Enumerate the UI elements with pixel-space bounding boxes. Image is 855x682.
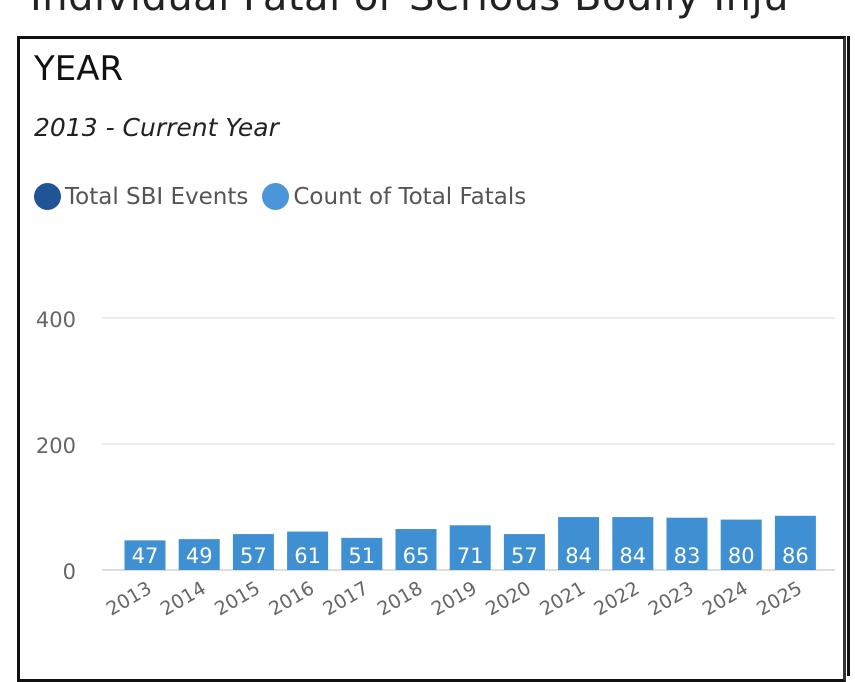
bar: [558, 517, 600, 570]
x-tick-label: 2014: [157, 577, 210, 620]
bar: [720, 519, 762, 570]
legend-item-count-of-total-fatals[interactable]: Count of Total Fatals: [262, 183, 526, 210]
legend-marker-icon: [262, 183, 290, 210]
data-label: 47: [132, 544, 159, 568]
data-label: 71: [457, 544, 484, 568]
data-label: 80: [728, 544, 755, 568]
x-tick-label: 2020: [482, 577, 535, 620]
x-tick-label: 2021: [536, 577, 589, 620]
data-label: 57: [511, 544, 538, 568]
bar: [341, 537, 383, 570]
x-tick-label: 2018: [374, 577, 427, 620]
bar: [503, 534, 545, 570]
data-label: 49: [186, 544, 213, 568]
x-tick-label: 2013: [103, 577, 156, 620]
adjacent-panel-edge: [847, 36, 855, 676]
bar: [395, 529, 437, 570]
x-tick-label: 2023: [645, 577, 698, 620]
data-label: 57: [240, 544, 267, 568]
data-label: 86: [782, 544, 809, 568]
bar: [124, 540, 166, 570]
bar-chart: 0 200 400 47 2013 49 2014 57 2015 61 2016 51 2017 65 2…: [36, 308, 835, 621]
y-tick-label: 200: [36, 434, 76, 458]
legend-label: Total SBI Events: [65, 183, 249, 210]
legend-label: Count of Total Fatals: [293, 183, 527, 210]
data-label: 65: [403, 544, 430, 568]
y-tick-label: 400: [36, 308, 76, 332]
bar: [774, 515, 816, 570]
x-tick-label: 2016: [265, 577, 318, 620]
bar: [612, 517, 654, 570]
x-tick-label: 2015: [211, 577, 264, 620]
y-tick-label: 0: [63, 560, 76, 584]
x-tick-label: 2022: [590, 577, 643, 620]
legend-item-total-sbi-events[interactable]: Total SBI Events: [34, 183, 248, 210]
data-label: 83: [674, 544, 701, 568]
legend-marker-icon: [34, 183, 61, 210]
x-tick-label: 2017: [319, 577, 372, 620]
x-tick-label: 2025: [753, 577, 806, 620]
bar: [666, 517, 708, 570]
data-label: 61: [294, 544, 321, 568]
legend: Total SBI Events Count of Total Fatals: [34, 183, 540, 210]
chart-subtitle: 2013 - Current Year: [34, 113, 279, 142]
data-label: 51: [348, 544, 375, 568]
chart-title: YEAR: [34, 49, 124, 89]
bar: [232, 534, 274, 570]
page-title: Individual Fatal or Serious Bodily Inju: [30, 0, 789, 20]
chart-panel: YEAR 2013 - Current Year Total SBI Event…: [17, 36, 846, 682]
bar: [287, 531, 329, 570]
x-tick-label: 2019: [428, 577, 481, 620]
data-label: 84: [619, 544, 646, 568]
data-label: 84: [565, 544, 592, 568]
x-tick-label: 2024: [699, 577, 752, 620]
bar: [449, 525, 491, 570]
bar: [178, 539, 220, 570]
